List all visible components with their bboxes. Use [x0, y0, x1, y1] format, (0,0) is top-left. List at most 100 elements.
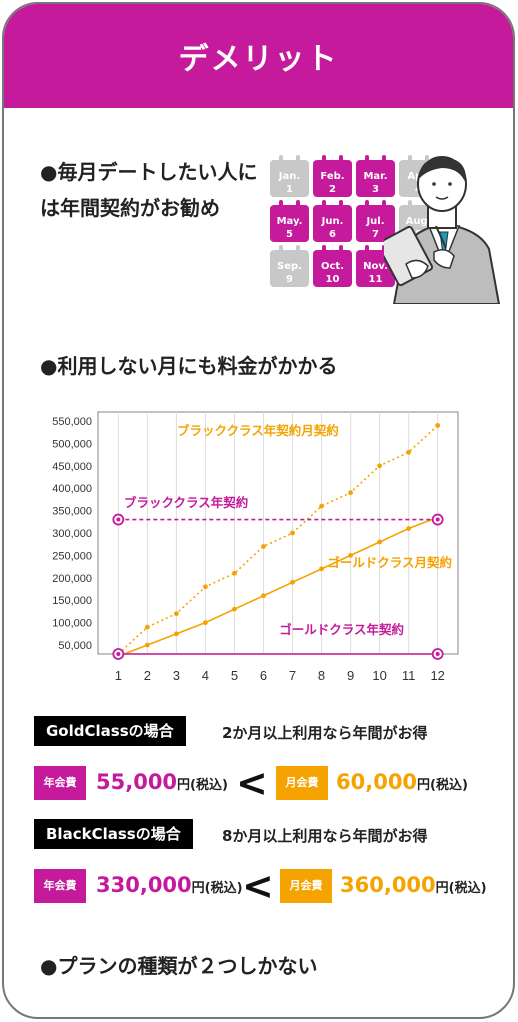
y-tick-label: 300,000	[52, 528, 92, 540]
calendar-month-number: 6	[329, 229, 336, 240]
endpoint-dot	[435, 652, 440, 656]
gold-monthly-price: 60,000円(税込)	[336, 770, 468, 794]
x-tick-label: 6	[260, 668, 267, 683]
y-tick-label: 50,000	[58, 640, 92, 652]
calendar-month: Jul. 7	[356, 200, 395, 242]
data-point	[173, 631, 179, 637]
x-tick-label: 8	[318, 668, 325, 683]
black-annual-tag: 年会費	[34, 869, 86, 903]
data-point	[290, 530, 295, 536]
calendar-month-number: 11	[368, 274, 383, 285]
calendar-month-name: Oct.	[320, 261, 344, 272]
data-point	[232, 570, 237, 576]
less-than-symbol: <	[236, 761, 268, 805]
calendar-month-number: 5	[286, 229, 293, 240]
data-point	[144, 642, 150, 648]
x-tick-label: 4	[202, 668, 209, 683]
endpoint-dot	[116, 652, 121, 656]
x-tick-label: 9	[347, 668, 354, 683]
calendar-month: Mar. 3	[356, 155, 395, 197]
calendar-month-name: Feb.	[320, 171, 345, 182]
series-label: ブラッククラス年契約月契約	[177, 423, 339, 438]
data-point	[348, 490, 353, 496]
y-tick-label: 100,000	[52, 618, 92, 630]
calendar-month-number: 9	[286, 274, 293, 285]
calendar-month-number: 2	[329, 184, 336, 195]
calendar-month-name: Aug.	[405, 216, 432, 227]
black-class-label: BlackClassの場合	[34, 819, 193, 849]
cost-line-chart: 550,000500,000450,000400,000350,000300,0…	[52, 411, 459, 683]
black-monthly-tag: 月会費	[280, 869, 332, 903]
data-point	[173, 611, 179, 617]
black-class-note: 8か月以上利用なら年間がお得	[222, 827, 428, 845]
calendar-month-number: 1	[286, 184, 293, 195]
series-line	[118, 516, 438, 657]
series-label: ゴールドクラス月契約	[327, 555, 452, 570]
black-monthly-price: 360,000円(税込)	[340, 873, 487, 897]
calendar-month: Feb. 2	[313, 155, 352, 197]
endpoint-dot	[116, 517, 121, 522]
y-tick-label: 350,000	[52, 506, 92, 518]
series-line	[117, 424, 439, 655]
x-tick-label: 7	[289, 668, 296, 683]
data-point	[435, 423, 441, 428]
calendar-month-number: 10	[325, 274, 340, 285]
y-tick-label: 150,000	[52, 595, 92, 607]
gold-class-note: 2か月以上利用なら年間がお得	[222, 724, 428, 742]
data-point	[406, 449, 412, 455]
data-point	[261, 544, 266, 549]
y-tick-label: 200,000	[52, 573, 92, 585]
calendar-month: Oct. 10	[313, 245, 352, 287]
x-tick-label: 3	[173, 668, 180, 683]
calendar-month-name: May.	[276, 216, 303, 227]
calendar-month: Jan. 1	[270, 155, 309, 197]
calendar-month-number: 7	[372, 229, 379, 240]
x-tick-label: 1	[115, 668, 122, 683]
data-point	[290, 579, 295, 585]
data-point	[406, 526, 412, 531]
gold-annual-price: 55,000円(税込)	[96, 770, 228, 794]
y-tick-label: 250,000	[52, 550, 92, 562]
bullet-two-plans: ●プランの種類が２つしかない	[40, 954, 318, 978]
black-annual-price: 330,000円(税込)	[96, 873, 243, 897]
y-tick-label: 450,000	[52, 461, 92, 473]
plot-frame	[97, 411, 459, 655]
bullet-annual-recommend: ●毎月デートしたい人には年間契約がお勧め	[40, 160, 258, 220]
x-tick-label: 5	[231, 668, 238, 683]
calendar-month-name: Jul.	[366, 216, 385, 227]
x-tick-label: 11	[402, 668, 416, 683]
data-point	[319, 566, 324, 572]
data-point	[377, 539, 383, 545]
data-point	[203, 620, 208, 626]
calendar-month-name: Jan.	[278, 171, 301, 182]
gold-class-label: GoldClassの場合	[34, 716, 186, 746]
page-title: デメリット	[4, 4, 513, 108]
gold-monthly-tag: 月会費	[276, 766, 328, 800]
y-tick-label: 400,000	[52, 483, 92, 495]
series-label: ブラッククラス年契約	[124, 495, 248, 510]
y-tick-label: 550,000	[52, 416, 92, 428]
series-label: ゴールドクラス年契約	[279, 622, 404, 637]
data-point	[144, 624, 150, 630]
endpoint-dot	[435, 517, 440, 522]
calendar-month-name: Jun.	[321, 216, 344, 227]
calendar-month: Sep. 9	[270, 245, 309, 287]
calendar-month-name: Mar.	[363, 171, 388, 182]
x-tick-label: 12	[430, 668, 444, 683]
y-tick-label: 500,000	[52, 438, 92, 450]
calendar-month: Jun. 6	[313, 200, 352, 242]
calendar-month-name: Sep.	[277, 261, 302, 272]
data-point	[348, 553, 353, 558]
data-point	[377, 463, 383, 469]
data-point	[261, 593, 266, 599]
data-point	[319, 503, 324, 509]
less-than-symbol: <	[242, 864, 274, 908]
calendar-month-number: 3	[372, 184, 379, 195]
bullet-monthly-charge: ●利用しない月にも料金がかかる	[40, 354, 338, 378]
businessman-illustration	[384, 156, 501, 304]
calendar-month: May. 5	[270, 200, 309, 242]
x-tick-label: 2	[144, 668, 151, 683]
x-tick-label: 10	[372, 668, 386, 683]
calendar-month-name: Nov.	[363, 261, 388, 272]
